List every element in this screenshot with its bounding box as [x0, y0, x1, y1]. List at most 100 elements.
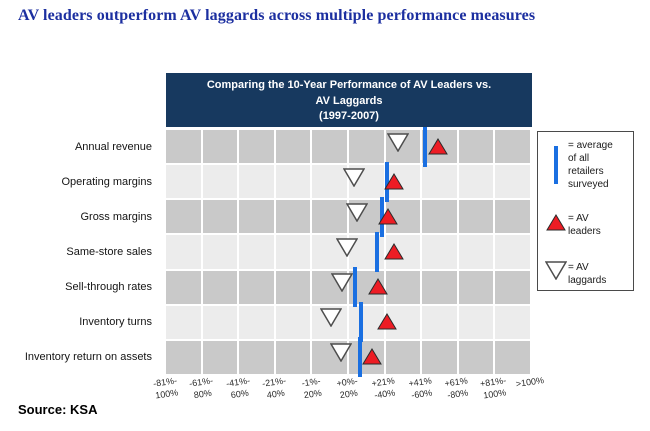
marker-average-line	[375, 232, 380, 272]
x-axis-label: -1%- 20%	[300, 375, 322, 400]
grid-cell	[275, 340, 311, 374]
legend-item-label: = AV leaders	[568, 213, 601, 237]
y-axis-label: Inventory turns	[79, 315, 152, 328]
grid-cell	[239, 270, 274, 304]
grid-cell	[495, 200, 530, 234]
grid-cell	[166, 305, 201, 339]
grid-cell	[166, 270, 201, 304]
legend-item-label: = average of all retailers surveyed	[568, 140, 613, 190]
source-note: Source: KSA	[18, 402, 98, 417]
grid-cell	[275, 165, 311, 199]
y-axis-label: Annual revenue	[74, 141, 152, 154]
grid-cell	[239, 305, 274, 339]
grid-cell	[312, 130, 347, 164]
x-axis-label: +21% -40%	[371, 375, 397, 401]
x-axis-label: +61% -80%	[444, 375, 469, 401]
marker-av-leaders	[428, 138, 448, 160]
marker-average-line	[423, 127, 428, 168]
grid-cell	[239, 235, 274, 269]
plot-area	[166, 127, 530, 377]
marker-av-leaders	[377, 312, 397, 335]
grid-cell	[239, 200, 274, 234]
legend-item-label: = AV laggards	[568, 262, 607, 286]
x-axis-label: +0%- 20%	[335, 375, 359, 400]
grid-cell	[458, 235, 494, 269]
grid-cell	[239, 130, 274, 164]
grid-cell	[458, 200, 494, 234]
grid-row	[166, 235, 530, 269]
grid-cell	[348, 130, 384, 164]
marker-av-leaders	[383, 173, 404, 195]
chart-title: Comparing the 10-Year Performance of AV …	[166, 73, 532, 127]
x-axis-label: >100%	[515, 375, 545, 389]
grid-cell	[202, 305, 238, 339]
grid-cell	[458, 340, 494, 374]
marker-av-leaders	[367, 277, 388, 300]
grid-cell	[385, 340, 421, 374]
marker-av-leaders	[383, 243, 404, 265]
grid-cell	[422, 200, 457, 234]
marker-average-line	[384, 162, 389, 203]
marker-average-line	[352, 266, 357, 307]
av-leaders-triangle-icon	[544, 212, 568, 231]
legend-item-av-leaders: = AV leaders	[544, 212, 630, 238]
x-axis-label: +41% -60%	[407, 375, 433, 401]
grid-cell	[166, 165, 201, 199]
grid-cell	[166, 340, 201, 374]
marker-average-line	[358, 336, 362, 377]
grid-cell	[275, 305, 311, 339]
grid-cell	[385, 270, 421, 304]
grid-cell	[202, 340, 238, 374]
y-axis-labels: Annual revenue Operating margins Gross mar…	[0, 130, 159, 374]
marker-av-leaders	[378, 208, 398, 230]
marker-av-laggards	[345, 203, 369, 227]
grid-cell	[166, 200, 201, 234]
y-axis-label: Operating margins	[61, 176, 153, 189]
page-title: AV leaders outperform AV laggards across…	[18, 7, 536, 24]
grid-cell	[458, 270, 494, 304]
x-axis-label: +81%- 100%	[478, 375, 507, 401]
grid-cell	[202, 165, 238, 199]
x-axis-label: -21%- 40%	[261, 375, 287, 400]
grid-cell	[312, 165, 347, 199]
grid-cell	[239, 165, 274, 199]
grid-cell	[239, 340, 274, 374]
grid-cell	[275, 235, 311, 269]
grid-cell	[458, 305, 494, 339]
grid-cell	[275, 270, 311, 304]
grid-cell	[275, 200, 311, 234]
marker-av-laggards	[319, 307, 343, 332]
av-laggards-triangle-icon	[544, 261, 568, 280]
grid-row	[166, 130, 530, 164]
grid-cell	[422, 340, 457, 374]
y-axis-label: Inventory return on assets	[24, 350, 152, 363]
grid-row	[166, 165, 530, 199]
grid-cell	[495, 305, 530, 339]
grid-cell	[202, 200, 238, 234]
grid-cell	[422, 270, 457, 304]
legend-item-av-laggards: = AV laggards	[544, 261, 630, 287]
grid-cell	[166, 130, 201, 164]
grid-row	[166, 270, 530, 304]
grid-cell	[495, 235, 530, 269]
legend: = average of all retailers surveyed = AV…	[537, 131, 634, 291]
marker-average-line	[379, 197, 384, 238]
x-axis-label: -41%- 60%	[225, 375, 251, 400]
grid-cell	[312, 200, 347, 234]
plot-markers	[166, 127, 530, 377]
grid-row	[166, 200, 530, 234]
marker-av-laggards	[330, 273, 354, 297]
grid-cell	[422, 235, 457, 269]
grid-cell	[495, 165, 530, 199]
marker-av-laggards	[329, 342, 353, 367]
marker-average-line	[359, 301, 364, 342]
grid-cell	[348, 305, 384, 339]
marker-av-laggards	[386, 133, 410, 157]
grid-cell	[422, 165, 457, 199]
legend-item-average: = average of all retailers surveyed	[544, 139, 630, 191]
grid-cell	[422, 305, 457, 339]
grid-cell	[166, 235, 201, 269]
grid-cell	[495, 270, 530, 304]
x-axis-label: -81%- 100%	[152, 375, 179, 401]
